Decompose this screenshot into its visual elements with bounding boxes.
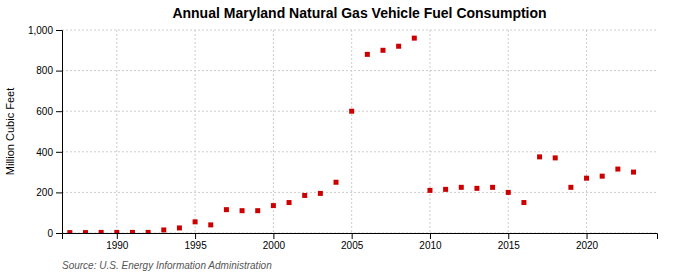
point (302, 193, 307, 198)
x-axis: 1990 1995 2000 2005 2010 2015 2020 (63, 233, 658, 251)
point (412, 36, 417, 41)
point (193, 219, 198, 224)
point (287, 200, 292, 205)
point (459, 185, 464, 190)
point (318, 191, 323, 196)
y-tick-mark (56, 233, 62, 234)
y-tick: 800 (36, 65, 62, 76)
y-tick-label: 400 (36, 147, 53, 158)
point (600, 174, 605, 179)
point (443, 187, 448, 192)
y-tick: 200 (36, 187, 62, 198)
y-grid-line (62, 111, 657, 112)
point (553, 155, 558, 160)
y-tick-label: 0 (47, 228, 53, 239)
point (568, 185, 573, 190)
x-tick-mark (352, 233, 353, 239)
x-grid-line (273, 30, 274, 233)
point (584, 176, 589, 181)
x-tick-label: 2005 (341, 240, 364, 251)
x-tick: 2010 (419, 233, 442, 251)
x-grid-line (429, 30, 430, 233)
y-tick-mark (56, 30, 62, 31)
point (396, 44, 401, 49)
y-axis-title: Million Cubic Feet (4, 88, 16, 175)
point (83, 230, 88, 233)
x-grid-line (116, 30, 117, 233)
point (161, 227, 166, 232)
x-tick-mark (195, 233, 196, 239)
x-tick: 2015 (498, 233, 521, 251)
point (349, 109, 354, 114)
y-tick: 600 (36, 106, 62, 117)
point (334, 180, 339, 185)
y-tick-mark (56, 71, 62, 72)
y-tick-label: 800 (36, 65, 53, 76)
y-grid-line (62, 70, 657, 71)
x-tick-label: 2015 (498, 240, 521, 251)
point (255, 208, 260, 213)
point (208, 222, 213, 227)
x-axis-line (63, 234, 658, 240)
point (67, 230, 72, 233)
point (506, 190, 511, 195)
x-tick: 1995 (184, 233, 207, 251)
point (224, 207, 229, 212)
y-tick-mark (56, 192, 62, 193)
x-tick-mark (117, 233, 118, 239)
x-tick: 2000 (263, 233, 286, 251)
point (490, 185, 495, 190)
x-tick: 2005 (341, 233, 364, 251)
x-tick-label: 2020 (576, 240, 599, 251)
title: Annual Maryland Natural Gas Vehicle Fuel… (172, 5, 546, 21)
point (537, 154, 542, 159)
point (177, 225, 182, 230)
point (114, 230, 119, 233)
x-grid-line (508, 30, 509, 233)
x-grid-line (195, 30, 196, 233)
point (240, 208, 245, 213)
point (271, 203, 276, 208)
y-grid-line (62, 192, 657, 193)
source-note: Source: U.S. Energy Information Administ… (62, 260, 272, 271)
x-tick-mark (430, 233, 431, 239)
x-grid-line (351, 30, 352, 233)
points (67, 36, 636, 233)
x-tick-label: 2010 (419, 240, 442, 251)
grid (62, 30, 657, 233)
point (380, 48, 385, 53)
point (365, 52, 370, 57)
y-tick-label: 1,000 (28, 25, 53, 36)
x-tick-mark (273, 233, 274, 239)
y-tick-label: 200 (36, 187, 53, 198)
chart: 1990 1995 2000 2005 2010 2015 2020 0 200 400 600 80… (0, 0, 675, 275)
y-axis: 0 200 400 600 800 1,000 (28, 25, 63, 239)
point (130, 230, 135, 233)
x-tick-label: 2000 (263, 240, 286, 251)
point (615, 167, 620, 172)
x-tick-mark (508, 233, 509, 239)
x-tick-label: 1995 (184, 240, 207, 251)
y-tick: 0 (47, 228, 62, 239)
x-tick-mark (587, 233, 588, 239)
y-grid-line (62, 30, 657, 31)
x-tick: 1990 (106, 233, 129, 251)
x-tick-label: 1990 (106, 240, 129, 251)
point (146, 230, 151, 233)
x-tick: 2020 (576, 233, 599, 251)
x-grid-line (586, 30, 587, 233)
point (427, 188, 432, 193)
point (521, 200, 526, 205)
y-tick-mark (56, 111, 62, 112)
point (631, 170, 636, 175)
y-tick-mark (56, 152, 62, 153)
y-axis-line (56, 31, 63, 234)
y-tick: 1,000 (28, 25, 62, 36)
point (99, 230, 104, 233)
y-grid-line (62, 151, 657, 152)
plot-area: 1990 1995 2000 2005 2010 2015 2020 0 200 400 600 80… (28, 25, 658, 251)
y-tick-label: 600 (36, 106, 53, 117)
y-tick: 400 (36, 147, 62, 158)
point (474, 186, 479, 191)
